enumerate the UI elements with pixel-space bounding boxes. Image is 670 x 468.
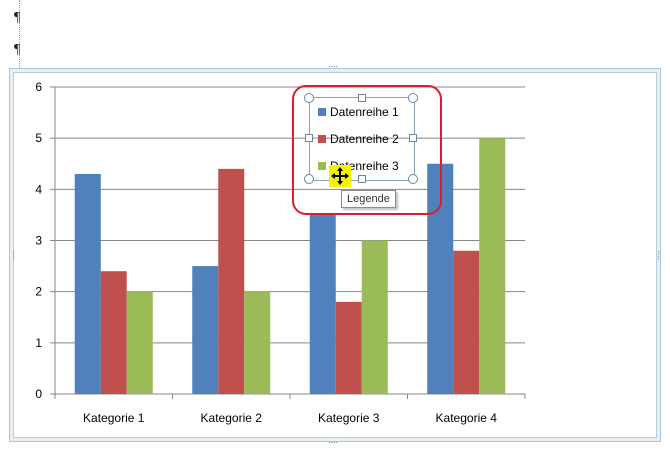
y-tick-label: 6 [35,80,42,94]
x-tick-label: Kategorie 2 [201,411,263,425]
bar [192,266,219,394]
y-tick-label: 1 [35,336,42,350]
bar [361,240,388,394]
top-resize-handle-icon[interactable]: ···· [328,61,338,72]
left-resize-handle-icon[interactable]: ···· [8,250,19,260]
bar [309,214,336,394]
y-tick-label: 0 [35,387,42,401]
legend-resize-handle[interactable] [408,174,418,184]
legend-entry[interactable]: Datenreihe 2 [318,132,399,146]
tooltip: Legende [341,190,396,208]
legend-swatch [318,108,326,116]
legend-resize-handle[interactable] [409,134,417,142]
bar [74,173,101,394]
x-tick-label: Kategorie 3 [318,411,380,425]
bar [479,138,506,394]
bar [100,271,127,394]
bar [244,291,271,394]
paragraph-mark: ¶ [14,10,21,25]
legend-swatch [318,162,326,170]
right-resize-handle-icon[interactable]: ···· [653,250,664,260]
legend-resize-handle[interactable] [358,94,366,102]
bar [453,250,480,394]
bar [218,168,245,394]
paragraph-mark: ¶ [14,42,21,57]
legend-resize-handle[interactable] [358,175,366,183]
highlight-annotation-ring [292,85,442,215]
bottom-resize-handle-icon[interactable]: ···· [328,437,338,448]
x-tick-label: Kategorie 1 [83,411,145,425]
legend-resize-handle[interactable] [305,134,313,142]
bar [126,291,153,394]
y-tick-label: 2 [35,285,42,299]
y-tick-label: 3 [35,234,42,248]
y-tick-label: 4 [35,182,42,196]
bar [335,301,362,394]
move-cursor-icon [329,165,351,187]
legend-label: Datenreihe 1 [330,105,399,119]
legend-resize-handle[interactable] [304,174,314,184]
y-tick-label: 5 [35,131,42,145]
x-tick-label: Kategorie 4 [436,411,498,425]
page-margin-guide [19,0,20,70]
legend-entry[interactable]: Datenreihe 1 [318,105,399,119]
legend-swatch [318,135,326,143]
legend-label: Datenreihe 2 [330,132,399,146]
legend-resize-handle[interactable] [408,93,418,103]
